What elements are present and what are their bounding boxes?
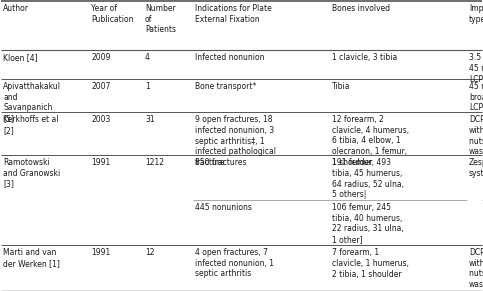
Text: Bone transport*: Bone transport* [195,82,256,91]
Text: 31: 31 [145,115,155,124]
Text: 1991: 1991 [91,248,110,257]
Text: Implant
type: Implant type [469,4,483,24]
Text: 1991: 1991 [91,158,110,167]
Text: Number
of
Patients: Number of Patients [145,4,176,35]
Text: 12 forearm, 2
clavicle, 4 humerus,
6 tibia, 4 elbow, 1
olecranon, 1 femur,
1 sho: 12 forearm, 2 clavicle, 4 humerus, 6 tib… [332,115,409,167]
Text: 2007: 2007 [91,82,111,91]
Text: Tibia: Tibia [332,82,351,91]
Text: 445 nonunions: 445 nonunions [195,203,252,212]
Text: Apivatthakakul
and
Savanpanich
[5]: Apivatthakakul and Savanpanich [5] [3,82,61,123]
Text: DCP
with
nuts and
washers: DCP with nuts and washers [469,115,483,156]
Text: 2009: 2009 [91,53,111,62]
Text: Marti and van
der Werken [1]: Marti and van der Werken [1] [3,248,60,268]
Text: Ramotowski
and Granowski
[3]: Ramotowski and Granowski [3] [3,158,60,189]
Text: Indications for Plate
External Fixation: Indications for Plate External Fixation [195,4,272,24]
Text: 1 clavicle, 3 tibia: 1 clavicle, 3 tibia [332,53,397,62]
Text: 12: 12 [145,248,155,257]
Text: Kloen [4]: Kloen [4] [3,53,38,62]
Text: 191 femur, 493
tibia, 45 humerus,
64 radius, 52 ulna,
5 others|: 191 femur, 493 tibia, 45 humerus, 64 rad… [332,158,404,199]
Text: 3.5 or
45 mm
LCP: 3.5 or 45 mm LCP [469,53,483,84]
Text: DCP
with
nuts and
washers: DCP with nuts and washers [469,248,483,289]
Text: 9 open fractures, 18
infected nonunion, 3
septic arthritis‡, 1
infected patholog: 9 open fractures, 18 infected nonunion, … [195,115,276,167]
Text: 4 open fractures, 7
infected nonunion, 1
septic arthritis: 4 open fractures, 7 infected nonunion, 1… [195,248,274,278]
Text: 45 mm
broad
LCP: 45 mm broad LCP [469,82,483,113]
Text: 1212: 1212 [145,158,164,167]
Text: 2003: 2003 [91,115,111,124]
Text: Bones involved: Bones involved [332,4,390,13]
Text: Zespol
system: Zespol system [469,158,483,178]
Text: 106 femur, 245
tibia, 40 humerus,
22 radius, 31 ulna,
1 other]: 106 femur, 245 tibia, 40 humerus, 22 rad… [332,203,404,244]
Text: Author: Author [3,4,29,13]
Text: Year of
Publication: Year of Publication [91,4,133,24]
Text: 4: 4 [145,53,150,62]
Text: 7 forearm, 1
clavicle, 1 humerus,
2 tibia, 1 shoulder: 7 forearm, 1 clavicle, 1 humerus, 2 tibi… [332,248,409,278]
Text: 850 fractures: 850 fractures [195,158,246,167]
Text: Kerkhoffs et al
[2]: Kerkhoffs et al [2] [3,115,58,135]
Text: 1: 1 [145,82,150,91]
Text: Infected nonunion: Infected nonunion [195,53,265,62]
